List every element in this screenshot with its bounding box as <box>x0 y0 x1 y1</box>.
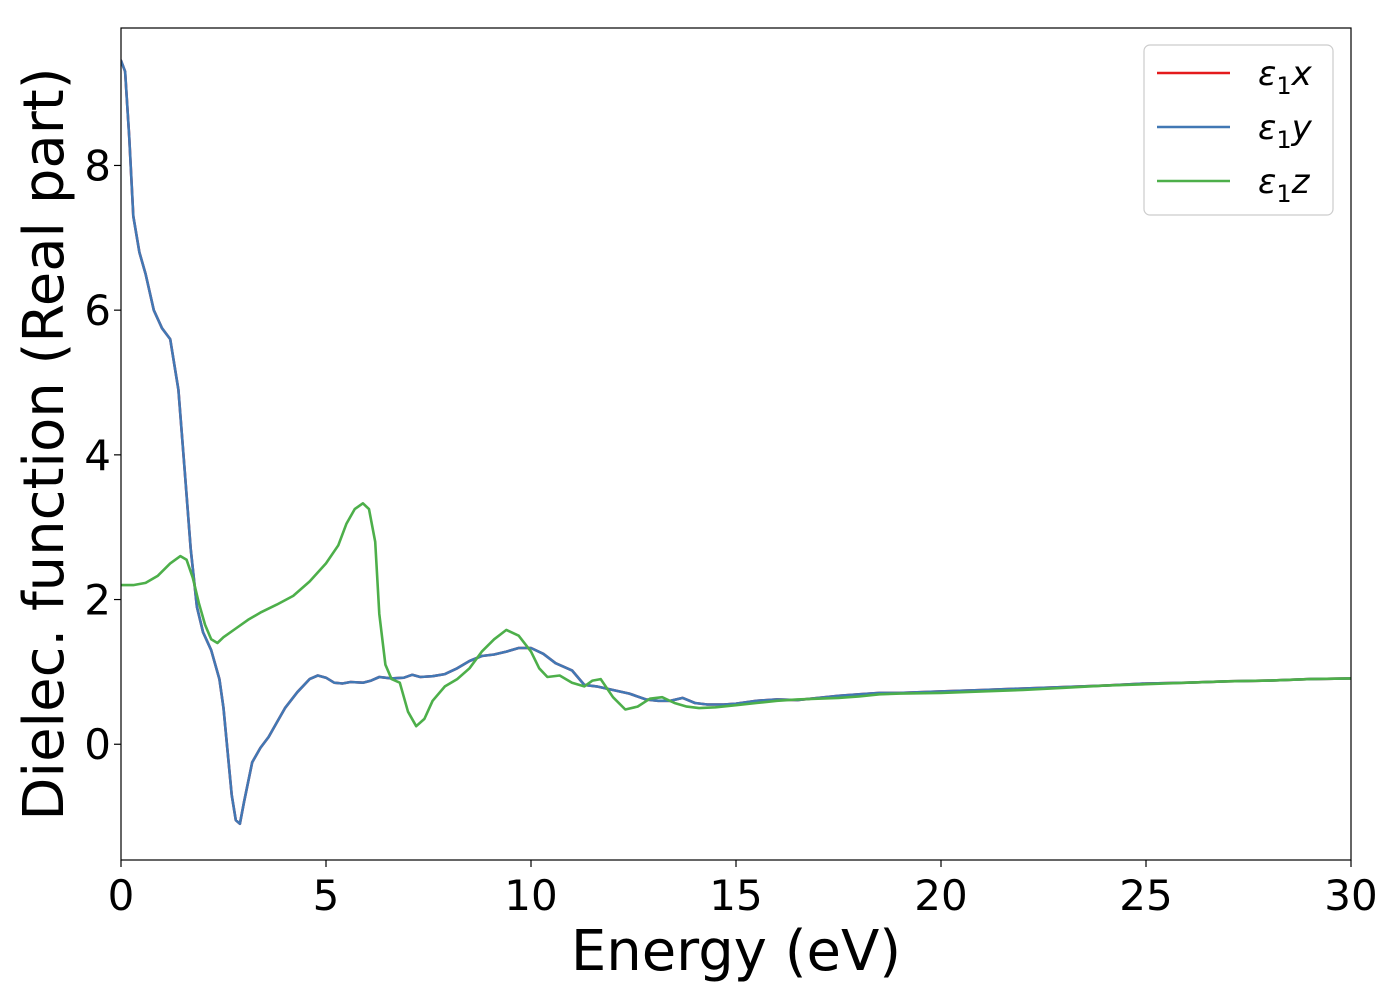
y-tick-label: 6 <box>84 286 111 335</box>
legend-label-x: ε1x <box>1258 54 1313 100</box>
x-tick-label: 30 <box>1324 871 1377 920</box>
series-line-y <box>121 59 1351 826</box>
series-line-z <box>121 502 1351 728</box>
legend-label-y: ε1y <box>1258 108 1313 154</box>
legend-box <box>1143 44 1334 216</box>
legend: ε1x ε1y ε1z <box>1143 44 1334 216</box>
x-tick-label: 10 <box>504 871 557 920</box>
x-tick-label: 5 <box>313 871 340 920</box>
y-tick-label: 8 <box>84 141 111 190</box>
legend-label-z: ε1z <box>1258 162 1311 208</box>
y-tick-label: 2 <box>84 576 111 625</box>
x-axis-title: Energy (eV) <box>571 919 901 984</box>
y-axis-ticks: 0 2 4 6 8 <box>84 141 121 769</box>
x-tick-label: 0 <box>108 871 135 920</box>
y-axis-title: Dielec. function (Real part) <box>12 67 77 820</box>
series-layer <box>121 59 1351 826</box>
x-tick-label: 20 <box>914 871 967 920</box>
x-tick-label: 25 <box>1119 871 1172 920</box>
x-tick-label: 15 <box>709 871 762 920</box>
y-tick-label: 4 <box>84 431 111 480</box>
y-tick-label: 0 <box>84 720 111 769</box>
x-axis-ticks: 0 5 10 15 20 25 30 <box>108 860 1378 920</box>
